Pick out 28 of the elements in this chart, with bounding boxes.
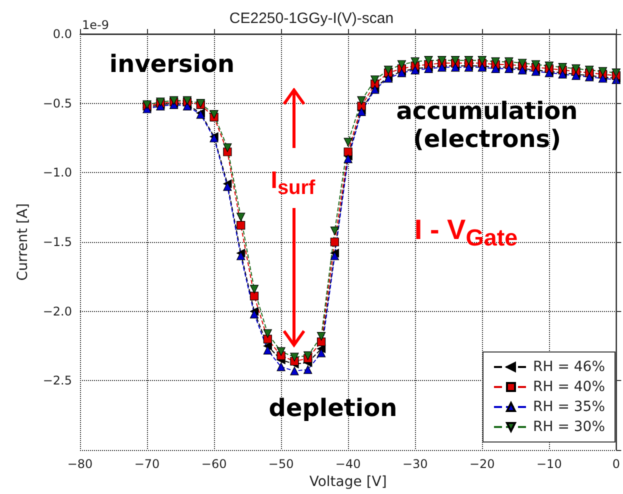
annotation: accumulation (electrons) [396, 97, 578, 153]
y-tick-label: −0.5 [42, 96, 72, 110]
y-tick-label: −2.5 [42, 374, 72, 388]
y-axis-title: Current [A] [15, 203, 31, 281]
x-tick-label: −20 [469, 457, 495, 471]
x-tick-label: −80 [67, 457, 93, 471]
annotation: I$_{surf}$ [270, 166, 316, 200]
legend-label: RH = 40% [532, 379, 606, 395]
x-tick-label: −50 [268, 457, 294, 471]
x-tick-label: −10 [536, 457, 562, 471]
annotation: I - V$_{Gate}$ [414, 214, 518, 252]
x-axis-title: Voltage [V] [309, 474, 387, 490]
legend-label: RH = 35% [532, 399, 606, 415]
x-tick-label: −70 [134, 457, 160, 471]
text: 1e-9 [82, 18, 109, 32]
legend-label: RH = 46% [532, 359, 606, 375]
x-tick-label: −40 [335, 457, 361, 471]
annotation: inversion [109, 50, 235, 78]
x-tick-label: −60 [201, 457, 227, 471]
annotation: depletion [268, 394, 398, 422]
x-tick-label: −30 [402, 457, 428, 471]
legend-label: RH = 30% [532, 419, 606, 435]
y-tick-label: −2.0 [42, 304, 72, 318]
y-tick-label: 0.0 [52, 27, 72, 41]
x-tick-label: 0 [612, 457, 620, 471]
chart-title: CE2250-1GGy-I(V)-scan [229, 10, 394, 27]
y-tick-label: −1.5 [42, 235, 72, 249]
y-tick-label: −1.0 [42, 166, 72, 180]
